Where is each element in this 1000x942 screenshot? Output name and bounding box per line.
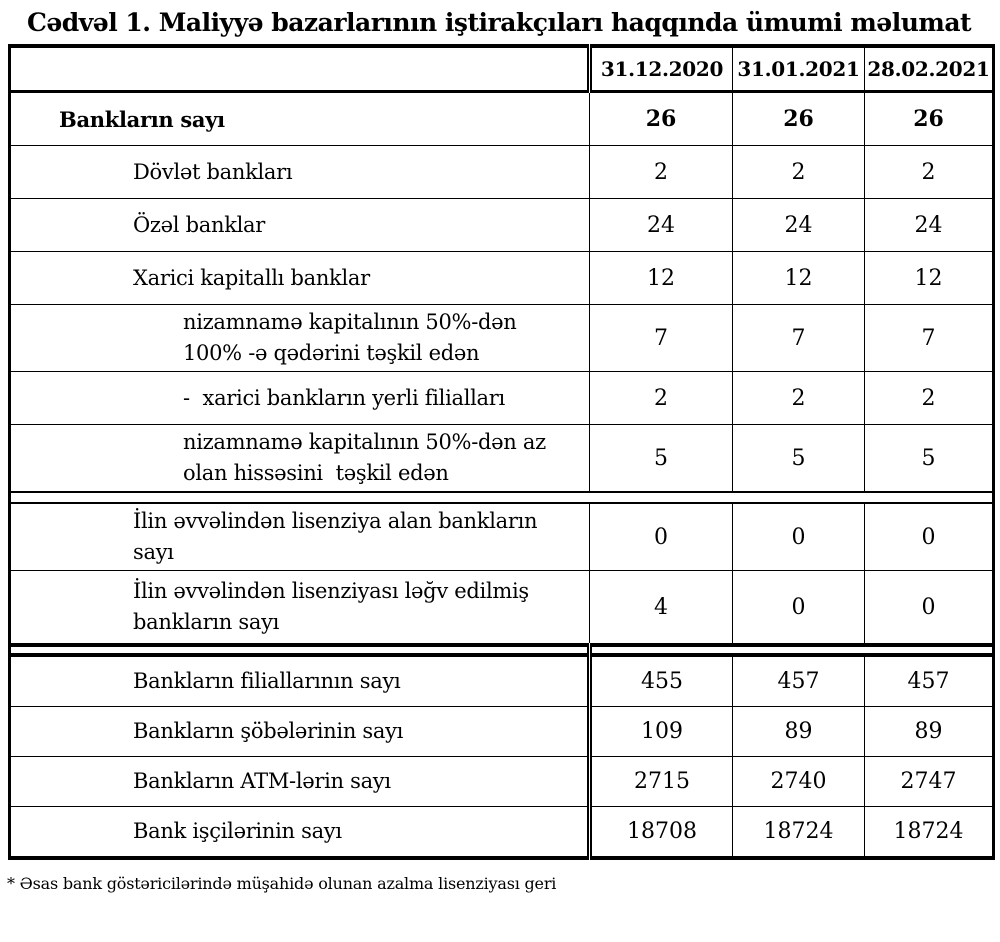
cell-value: 2740 [732,756,865,807]
row-label-cell: Bank işçilərinin sayı [9,806,590,859]
table-row: - xarici bankların yerli filialları 2 2 2 [9,371,994,425]
header-date-3: 28.02.2021 [864,45,994,93]
row-label: Bankların filiallarının sayı [133,669,401,693]
data-table: 31.12.2020 31.01.2021 28.02.2021 Banklar… [8,44,995,860]
row-label-cell: İlin əvvəlindən lisenziyası ləğv edilmiş… [9,570,590,646]
cell-value: 2 [732,371,865,425]
cell-value: 24 [864,198,994,252]
cell-value: 5 [732,424,865,493]
table-row: Bankların şöbələrinin sayı 109 89 89 [9,706,994,757]
table-section-infrastructure: Bankların filiallarının sayı 455 457 457 Ban… [9,654,994,859]
table-row: İlin əvvəlindən lisenziyası ləğv edilmiş… [9,570,994,646]
row-label-cell: nizamnamə kapitalının 50%-dən az olan hi… [9,424,590,493]
spacer-row [9,491,994,504]
cell-value: 2715 [587,756,733,807]
table-row: Özəl banklar 24 24 24 [9,198,994,252]
cell-value: 5 [864,424,994,493]
row-label-cell: Xarici kapitallı banklar [9,251,590,305]
cell-value: 0 [589,502,733,571]
row-label-cell: İlin əvvəlindən lisenziya alan bankların… [9,502,590,571]
table-row: Bankların ATM-lərin sayı 2715 2740 2747 [9,756,994,807]
row-label-cell: Dövlət bankları [9,145,590,199]
table-row: nizamnamə kapitalının 50%-dən az olan hi… [9,424,994,493]
table-row: Dövlət bankları 2 2 2 [9,145,994,199]
footnote: * Əsas bank göstəricilərində müşahidə ol… [7,874,557,893]
row-label: Xarici kapitallı banklar [133,265,370,290]
cell-value: 12 [864,251,994,305]
document-page: Cədvəl 1. Maliyyə bazarlarının iştirakçı… [0,8,1000,942]
section-divider-row [9,643,994,657]
header-row: 31.12.2020 31.01.2021 28.02.2021 [9,45,994,93]
table-section-banks: Bankların sayı 26 26 26 Dövlət bankları 2 2 2 Öz… [9,91,994,646]
header-date-1: 31.12.2020 [587,45,733,93]
cell-value: 2 [732,145,865,199]
row-label-cell: Bankların filiallarının sayı [9,654,590,707]
cell-value: 18708 [587,806,733,859]
cell-value: 5 [589,424,733,493]
row-label-cell: Bankların sayı [9,91,590,146]
row-label-cell: Bankların ATM-lərin sayı [9,756,590,807]
table-row: Bankların filiallarının sayı 455 457 457 [9,654,994,707]
cell-value: 0 [864,502,994,571]
cell-value: 7 [589,304,733,372]
cell-value: 457 [732,654,865,707]
cell-value: 7 [732,304,865,372]
cell-value: 24 [589,198,733,252]
cell-value: 2 [589,145,733,199]
row-label: İlin əvvəlindən lisenziyası ləğv edilmiş… [133,579,529,634]
cell-value: 24 [732,198,865,252]
cell-value: 12 [589,251,733,305]
cell-value: 7 [864,304,994,372]
row-label: Özəl banklar [133,212,265,237]
table-row: Xarici kapitallı banklar 12 12 12 [9,251,994,305]
table-row: Bankların sayı 26 26 26 [9,91,994,146]
table-header: 31.12.2020 31.01.2021 28.02.2021 [9,45,994,93]
cell-value: 89 [864,706,994,757]
table-title: Cədvəl 1. Maliyyə bazarlarının iştirakçı… [27,8,972,37]
table-row: İlin əvvəlindən lisenziya alan bankların… [9,502,994,571]
cell-value: 0 [732,502,865,571]
row-label: Bankların ATM-lərin sayı [133,769,391,793]
header-date-2: 31.01.2021 [732,45,865,93]
row-label-cell: Özəl banklar [9,198,590,252]
divider-data-cell [589,643,994,657]
cell-value: 89 [732,706,865,757]
cell-value: 2 [864,371,994,425]
cell-value: 26 [864,91,994,146]
row-label: Bankların sayı [59,106,225,132]
row-label: Bank işçilərinin sayı [133,819,342,843]
row-label: - xarici bankların yerli filialları [183,385,505,410]
header-empty-cell [9,45,590,93]
row-label: nizamnamə kapitalının 50%-dən 100% -ə qə… [183,310,517,365]
row-label-cell: Bankların şöbələrinin sayı [9,706,590,757]
cell-value: 18724 [864,806,994,859]
row-label: İlin əvvəlindən lisenziya alan bankların… [133,509,538,564]
cell-value: 2747 [864,756,994,807]
table-row: nizamnamə kapitalının 50%-dən 100% -ə qə… [9,304,994,372]
cell-value: 109 [587,706,733,757]
cell-value: 18724 [732,806,865,859]
divider-label-cell [9,643,592,657]
cell-value: 26 [589,91,733,146]
row-label: nizamnamə kapitalının 50%-dən az olan hi… [183,430,546,485]
cell-value: 455 [587,654,733,707]
spacer-cell [9,491,994,504]
row-label: Dövlət bankları [133,159,293,184]
cell-value: 0 [864,570,994,646]
cell-value: 4 [589,570,733,646]
cell-value: 12 [732,251,865,305]
cell-value: 457 [864,654,994,707]
row-label: Bankların şöbələrinin sayı [133,719,404,743]
cell-value: 26 [732,91,865,146]
row-label-cell: nizamnamə kapitalının 50%-dən 100% -ə qə… [9,304,590,372]
cell-value: 2 [589,371,733,425]
section-gap [9,643,994,657]
cell-value: 0 [732,570,865,646]
row-label-cell: - xarici bankların yerli filialları [9,371,590,425]
cell-value: 2 [864,145,994,199]
table-row: Bank işçilərinin sayı 18708 18724 18724 [9,806,994,859]
